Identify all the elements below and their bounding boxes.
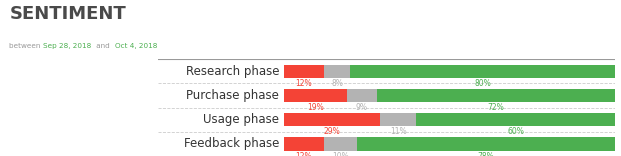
Text: Feedback phase: Feedback phase: [184, 137, 279, 150]
Text: 72%: 72%: [487, 103, 504, 112]
Text: SENTIMENT: SENTIMENT: [9, 5, 126, 23]
Bar: [324, 137, 357, 151]
Text: 78%: 78%: [478, 151, 494, 156]
Text: 29%: 29%: [324, 127, 340, 136]
Text: 8%: 8%: [331, 79, 343, 88]
Bar: [347, 89, 377, 102]
Text: Research phase: Research phase: [186, 65, 279, 78]
Bar: [284, 89, 347, 102]
Bar: [324, 65, 350, 78]
Bar: [284, 113, 380, 126]
Text: Sep 28, 2018: Sep 28, 2018: [43, 43, 91, 49]
Text: Oct 4, 2018: Oct 4, 2018: [115, 43, 157, 49]
Text: 9%: 9%: [356, 103, 368, 112]
Text: between: between: [9, 43, 43, 49]
Bar: [377, 89, 615, 102]
Text: 12%: 12%: [296, 79, 312, 88]
Text: 11%: 11%: [390, 127, 407, 136]
Text: 19%: 19%: [307, 103, 324, 112]
Text: 60%: 60%: [507, 127, 524, 136]
Text: Purchase phase: Purchase phase: [186, 89, 279, 102]
Text: Usage phase: Usage phase: [203, 113, 279, 126]
Bar: [416, 113, 615, 126]
Bar: [350, 65, 615, 78]
Bar: [357, 137, 615, 151]
Text: and: and: [94, 43, 112, 49]
Text: 12%: 12%: [296, 151, 312, 156]
Bar: [284, 137, 324, 151]
Text: 80%: 80%: [474, 79, 491, 88]
Bar: [284, 65, 324, 78]
Text: 10%: 10%: [332, 151, 348, 156]
Bar: [380, 113, 416, 126]
